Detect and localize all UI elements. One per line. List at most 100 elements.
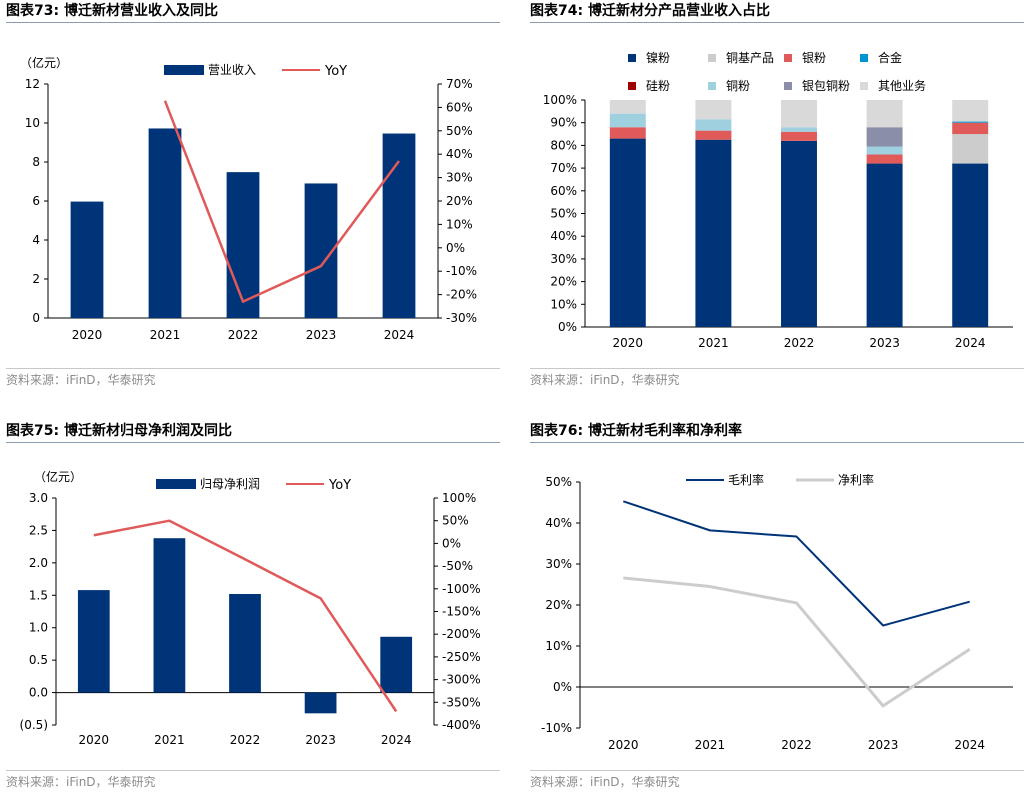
bar (380, 636, 413, 693)
stack-segment-cyan (952, 121, 989, 123)
x-tick-label: 2022 (781, 738, 812, 752)
stack-segment-navy (952, 163, 989, 327)
stack-segment-lightblue (695, 119, 732, 131)
left-tick-label: 90% (550, 116, 577, 130)
right-tick-label: -300% (442, 673, 481, 687)
legend-bar-label: 归母净利润 (200, 477, 260, 491)
yoy-line (93, 519, 398, 713)
x-tick-label: 2024 (954, 738, 985, 752)
chart-fig75: (0.5) 0.0 0.5 1.0 1.5 2.0 2.5 3.0 -400% -350% -300… (20, 469, 481, 747)
chart-fig76: -10% 0% 10% 20% 30% 40% 50% 2020 2021 2022 2023 202… (541, 472, 1013, 752)
stack-segment-navy (781, 140, 817, 327)
legend-swatch (860, 54, 868, 62)
right-tick-label: 30% (446, 171, 473, 185)
left-tick-label: 20% (550, 275, 577, 289)
right-tick-label: -30% (446, 311, 477, 325)
x-tick-label: 2024 (384, 328, 415, 342)
left-tick-label: 30% (545, 557, 572, 571)
legend-swatch (784, 54, 792, 62)
stack-segment-red (952, 122, 989, 135)
x-tick-label: 2020 (608, 738, 639, 752)
x-tick-label: 2021 (698, 336, 729, 350)
stack-segment-navy (866, 163, 903, 327)
left-tick-label: (0.5) (20, 718, 48, 732)
x-tick-label: 2024 (955, 336, 986, 350)
stack-segment-lightblue (609, 113, 646, 128)
legend-swatch (860, 82, 868, 90)
left-tick-label: 0.5 (29, 653, 48, 667)
chart-fig73: 0 2 4 6 8 10 12 -30% -20% -10% 0% 10% 20% 30% 40% 50% 60… (20, 55, 477, 342)
stack-segment-grey (952, 134, 989, 164)
chart-source: 资料来源：iFinD，华泰研究 (6, 770, 500, 793)
right-tick-label: -50% (442, 559, 473, 573)
legend-bar-label: 营业收入 (208, 63, 256, 77)
right-tick-label: 0% (446, 241, 465, 255)
stack-segment-lightblue (781, 127, 817, 132)
chart-title: 图表75: 博迁新材归母净利润及同比 (6, 420, 500, 443)
left-tick-label: 10 (25, 116, 40, 130)
legend-label: 毛利率 (728, 472, 764, 487)
x-tick-label: 2020 (79, 733, 110, 747)
x-tick-label: 2020 (613, 336, 644, 350)
left-tick-label: 100% (543, 93, 577, 107)
right-tick-label: 70% (446, 77, 473, 91)
left-tick-label: 20% (545, 598, 572, 612)
left-tick-label: 6 (32, 194, 40, 208)
bar (226, 172, 260, 318)
bar (229, 593, 261, 693)
right-tick-label: -10% (446, 264, 477, 278)
right-tick-label: -100% (442, 582, 481, 596)
chart-title: 图表73: 博迁新材营业收入及同比 (6, 0, 500, 23)
legend-label: 银包铜粉 (802, 78, 850, 93)
right-tick-label: 50% (442, 514, 469, 528)
stack-segment-lightgrey (695, 100, 732, 120)
x-tick-label: 2022 (228, 328, 259, 342)
series-line-gross-margin (622, 500, 970, 627)
right-tick-label: 10% (446, 217, 473, 231)
right-tick-label: 50% (446, 124, 473, 138)
right-tick-label: 60% (446, 100, 473, 114)
bar (148, 128, 182, 318)
stack-segment-red (695, 130, 732, 140)
legend-line-label: YoY (324, 64, 347, 79)
left-tick-label: 10% (545, 639, 572, 653)
left-tick-label: 0% (553, 680, 572, 694)
chart-fig74: 0% 10% 20% 30% 40% 50% 60% 70% 80% 90% 100% 2020 202… (543, 50, 1013, 350)
chart-source: 资料来源：iFinD，华泰研究 (530, 368, 1024, 391)
chart-source: 资料来源：iFinD，华泰研究 (530, 770, 1024, 793)
left-tick-label: 1.5 (29, 588, 48, 602)
bar (70, 201, 104, 318)
right-tick-label: 100% (442, 491, 476, 505)
right-tick-label: 0% (442, 536, 461, 550)
left-tick-label: 12 (25, 77, 40, 91)
right-tick-label: 40% (446, 147, 473, 161)
bar (77, 590, 110, 693)
panel-fig76: 图表76: 博迁新材毛利率和净利率 -10% 0% 10% 20% 30% 40% 50% 2… (530, 420, 1024, 794)
legend-label: 铜基产品 (726, 50, 774, 65)
x-tick-label: 2023 (869, 336, 900, 350)
left-tick-label: 50% (545, 475, 572, 489)
bar (304, 692, 337, 714)
x-tick-label: 2023 (305, 733, 336, 747)
stack-segment-red (609, 127, 646, 139)
legend-label: 银粉 (802, 51, 826, 65)
right-tick-label: -250% (442, 650, 481, 664)
unit-label: （亿元） (20, 55, 68, 70)
x-tick-label: 2022 (230, 733, 261, 747)
legend-line-label: YoY (328, 478, 351, 493)
legend-swatch (628, 82, 636, 90)
left-tick-label: 70% (550, 161, 577, 175)
stack-segment-navy (695, 139, 732, 327)
x-tick-label: 2021 (150, 328, 181, 342)
bar (153, 538, 186, 693)
left-tick-label: 40% (545, 516, 572, 530)
stack-segment-slate (866, 127, 903, 147)
chart-title: 图表76: 博迁新材毛利率和净利率 (530, 420, 1024, 443)
legend-label: 其他业务 (878, 78, 926, 93)
legend-bar-swatch (156, 479, 196, 489)
left-tick-label: 2.5 (29, 523, 48, 537)
left-tick-label: 80% (550, 138, 577, 152)
stack-segment-lightgrey (952, 100, 989, 122)
left-tick-label: 4 (32, 233, 40, 247)
left-tick-label: 0% (558, 320, 577, 334)
